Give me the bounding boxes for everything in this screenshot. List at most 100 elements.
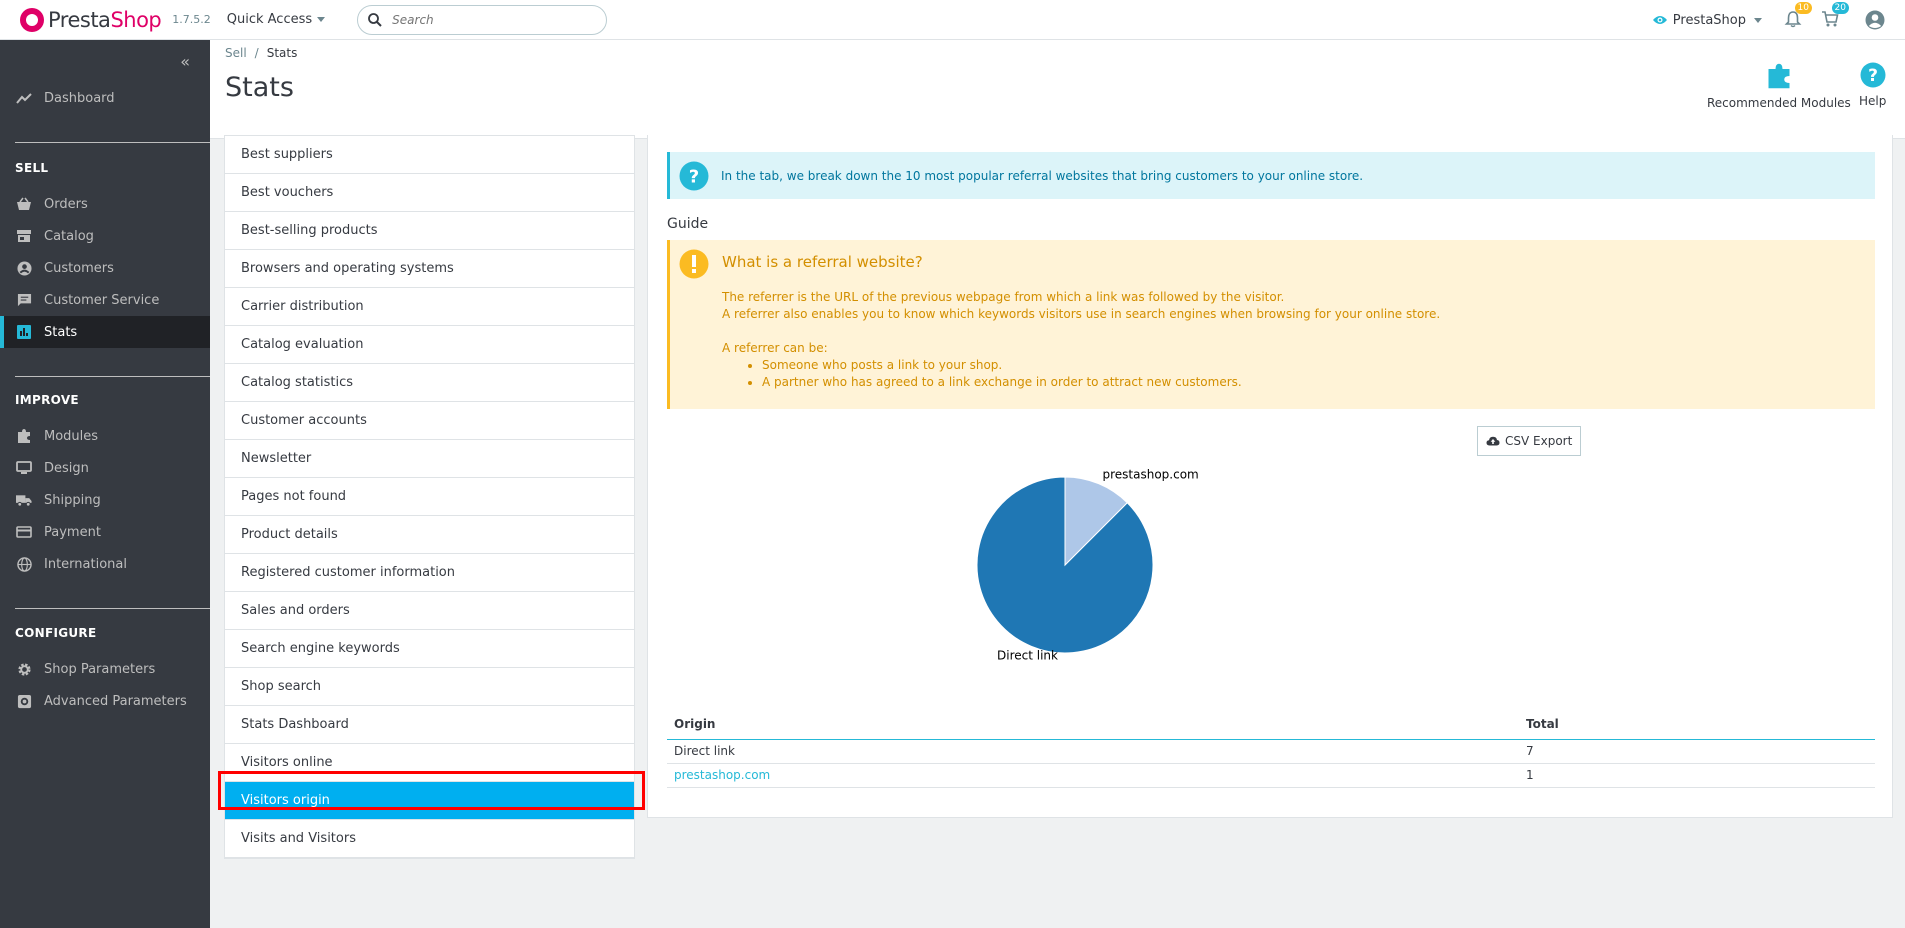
sidebar-item-advanced-parameters[interactable]: Advanced Parameters [0,685,210,717]
search-input[interactable] [392,12,573,27]
origin-table: Origin Total Direct link 7 prestashop.co… [667,709,1875,788]
sidebar-item-catalog[interactable]: Catalog [0,220,210,252]
sidebar-divider [15,608,210,609]
breadcrumb-stats: Stats [266,46,298,60]
sidebar-item-label: Dashboard [44,90,115,106]
info-text: In the tab, we break down the 10 most po… [721,168,1364,183]
sidebar-item-label: Shop Parameters [44,661,156,677]
stats-list-item[interactable]: Stats Dashboard [225,706,634,744]
warning-bullet: A partner who has agreed to a link excha… [762,374,1822,391]
stats-list-item[interactable]: Shop search [225,668,634,706]
stats-list-item[interactable]: Catalog evaluation [225,326,634,364]
cloud-upload-icon [1486,436,1500,446]
stats-list-item[interactable]: Pages not found [225,478,634,516]
sidebar-item-label: International [44,556,127,572]
gear-icon [16,661,32,677]
sidebar-item-shipping[interactable]: Shipping [0,484,210,516]
stats-list-item[interactable]: Search engine keywords [225,630,634,668]
stats-list-item[interactable]: Visits and Visitors [225,820,634,858]
bar-chart-icon [16,324,32,340]
search-icon [368,12,382,27]
credit-card-icon [16,524,32,540]
column-header-total: Total [1519,709,1875,740]
csv-export-label: CSV Export [1505,434,1573,448]
stats-list-item[interactable]: Sales and orders [225,592,634,630]
help-button[interactable]: ? Help [1859,62,1886,108]
settings-box-icon [16,693,32,709]
sidebar-item-label: Customers [44,260,114,276]
collapse-sidebar-icon[interactable]: « [180,52,190,71]
info-alert: ? In the tab, we break down the 10 most … [667,152,1875,199]
origin-link[interactable]: prestashop.com [674,768,771,782]
stats-list-item[interactable]: Best-selling products [225,212,634,250]
stats-module-list: Best suppliers Best vouchers Best-selling … [224,135,635,859]
stats-list-item[interactable]: Browsers and operating systems [225,250,634,288]
puzzle-icon [16,428,32,444]
version-label: 1.7.5.2 [172,13,211,26]
column-header-origin: Origin [667,709,1519,740]
sidebar-item-customer-service[interactable]: Customer Service [0,284,210,316]
origin-cell: prestashop.com [667,763,1519,788]
pie-slice [976,476,1154,654]
stats-list-item[interactable]: Visitors origin [225,782,634,820]
stats-list-item[interactable]: Product details [225,516,634,554]
sidebar-item-modules[interactable]: Modules [0,420,210,452]
prestashop-logo[interactable]: PrestaShop [20,7,162,32]
pie-label: prestashop.com [1103,467,1199,481]
pie-slice [1064,476,1128,567]
stats-list-item[interactable]: Newsletter [225,440,634,478]
csv-export-button[interactable]: CSV Export [1477,426,1582,456]
logo-text: PrestaShop [48,7,162,32]
stats-list-item[interactable]: Visitors online [225,744,634,782]
svg-text:?: ? [1868,66,1878,86]
sidebar-item-label: Modules [44,428,99,444]
sidebar-section-sell: SELL [15,161,49,175]
breadcrumb-sell[interactable]: Sell [225,46,247,60]
sidebar-item-international[interactable]: International [0,548,210,580]
help-label: Help [1859,94,1887,108]
notifications-bell[interactable]: 10 [1784,2,1812,30]
quick-access-dropdown[interactable]: Quick Access [226,12,326,27]
table-row: Direct link 7 [667,739,1875,764]
warning-text: The referrer is the URL of the previous … [722,289,1822,391]
sidebar-divider [15,142,210,143]
sidebar-item-payment[interactable]: Payment [0,516,210,548]
sidebar-item-stats[interactable]: Stats [0,316,210,348]
sidebar-item-dashboard[interactable]: Dashboard [0,82,210,114]
sidebar: « Dashboard SELL Orders Catalog Customer… [0,40,210,928]
user-avatar-icon[interactable] [1865,10,1885,30]
notifications-badge: 10 [1794,2,1812,14]
page-header: Sell / Stats Stats Recommended Modules ? H… [210,40,1905,139]
sidebar-item-label: Orders [44,196,88,212]
search-box[interactable] [357,4,608,35]
caret-down-icon [1754,17,1762,23]
orders-cart[interactable]: 20 [1821,2,1849,30]
breadcrumb: Sell / Stats [225,46,298,60]
stats-list-item[interactable]: Best suppliers [225,136,634,174]
warning-title: What is a referral website? [722,253,923,271]
warning-bullet: Someone who posts a link to your shop. [762,357,1822,374]
sidebar-item-customers[interactable]: Customers [0,252,210,284]
sidebar-item-design[interactable]: Design [0,452,210,484]
sidebar-section-improve: IMPROVE [15,393,79,407]
recommended-modules-label: Recommended Modules [1707,96,1851,110]
exclamation-circle-icon [679,249,709,279]
total-cell: 1 [1519,763,1875,788]
view-shop-link[interactable]: PrestaShop [1652,13,1762,28]
stats-list-item[interactable]: Registered customer information [225,554,634,592]
truck-icon [16,492,32,508]
warning-line: A referrer can be: [722,341,828,355]
stats-list-item[interactable]: Customer accounts [225,402,634,440]
quick-access-label: Quick Access [226,12,313,27]
sidebar-divider [15,376,210,377]
stats-list-item[interactable]: Best vouchers [225,174,634,212]
sidebar-item-orders[interactable]: Orders [0,188,210,220]
recommended-modules-button[interactable]: Recommended Modules [1707,62,1851,110]
stats-list-item[interactable]: Catalog statistics [225,364,634,402]
eye-icon [1652,16,1667,24]
prestashop-logo-icon [20,7,44,32]
stats-list-item[interactable]: Carrier distribution [225,288,634,326]
sidebar-item-shop-parameters[interactable]: Shop Parameters [0,653,210,685]
total-cell: 7 [1519,739,1875,764]
chat-icon [16,292,32,308]
